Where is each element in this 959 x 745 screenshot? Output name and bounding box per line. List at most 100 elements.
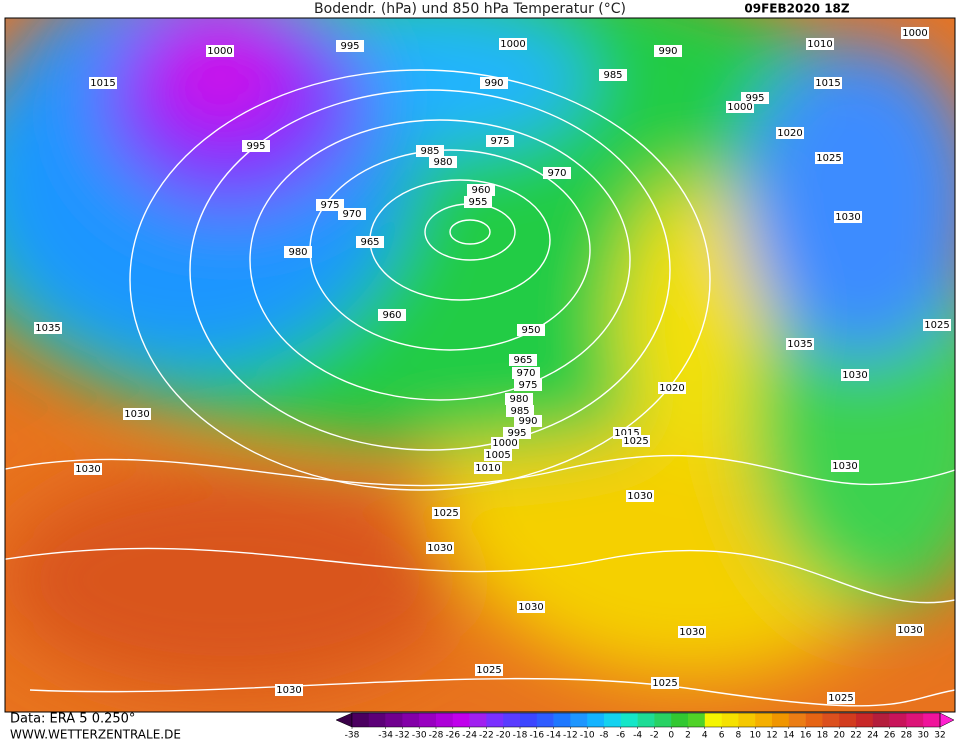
isobar-label-box bbox=[517, 601, 545, 613]
temperature-field bbox=[5, 18, 955, 690]
isobar-label: 1025 bbox=[433, 508, 458, 519]
colorbar-tick-label: -24 bbox=[462, 731, 477, 741]
isobar-label-box bbox=[599, 69, 627, 81]
colorbar-tick-label: 6 bbox=[719, 731, 725, 741]
isobar-label: 1010 bbox=[475, 463, 500, 474]
colorbar-bin bbox=[419, 713, 437, 727]
isobar-label: 1000 bbox=[902, 28, 927, 39]
colorbar-tick-label: -32 bbox=[395, 731, 410, 741]
colorbar-tick-label: 2 bbox=[685, 731, 691, 741]
isobar-label-box bbox=[74, 463, 102, 475]
isobar-label: 1030 bbox=[276, 685, 301, 696]
isobar-label-box bbox=[622, 435, 650, 447]
colorbar-bin bbox=[923, 713, 941, 727]
colorbar-tick-label: -22 bbox=[479, 731, 494, 741]
isobar-label-box bbox=[275, 684, 303, 696]
colorbar-tick-label: -6 bbox=[616, 731, 625, 741]
isobar-label: 1005 bbox=[485, 450, 510, 461]
colorbar-bin bbox=[587, 713, 605, 727]
isobar-label: 1035 bbox=[35, 323, 60, 334]
isobar-label: 1035 bbox=[787, 339, 812, 350]
isobar-label: 995 bbox=[745, 93, 764, 104]
isobar-label: 960 bbox=[471, 185, 490, 196]
isobar-label: 1030 bbox=[75, 464, 100, 475]
colorbar-bin bbox=[889, 713, 907, 727]
isobar-label: 960 bbox=[382, 310, 401, 321]
isobar-label-box bbox=[480, 77, 508, 89]
isobar-label-box bbox=[831, 460, 859, 472]
map-title: Bodendr. (hPa) und 850 hPa Temperatur (°… bbox=[314, 1, 626, 17]
map-frame bbox=[4, 17, 956, 713]
isobar-label: 1030 bbox=[842, 370, 867, 381]
colorbar-tick-label: -4 bbox=[633, 731, 642, 741]
colorbar-bin bbox=[906, 713, 924, 727]
isobar-label-box bbox=[786, 338, 814, 350]
isobar-label-box bbox=[484, 449, 512, 461]
isobar-label: 985 bbox=[420, 146, 439, 157]
isobar-label: 1010 bbox=[807, 39, 832, 50]
colorbar-tick-label: 8 bbox=[736, 731, 742, 741]
isobar-label: 1030 bbox=[679, 627, 704, 638]
colorbar-bin bbox=[520, 713, 538, 727]
isobars bbox=[5, 69, 955, 707]
isobar-label-box bbox=[543, 167, 571, 179]
isobar-label-box bbox=[726, 101, 754, 113]
isobar-label: 995 bbox=[507, 428, 526, 439]
isobar-label: 1000 bbox=[727, 102, 752, 113]
isobar-label-box bbox=[426, 542, 454, 554]
isobar-label-box bbox=[475, 664, 503, 676]
isobar-label-box bbox=[429, 156, 457, 168]
isobar-label: 970 bbox=[547, 168, 566, 179]
isobar-label: 1030 bbox=[627, 491, 652, 502]
isobar-label: 975 bbox=[320, 200, 339, 211]
colorbar-tick-label: 20 bbox=[833, 731, 845, 741]
isobar-label: 970 bbox=[516, 368, 535, 379]
colorbar-tick-label: -34 bbox=[378, 731, 393, 741]
colorbar-bin bbox=[553, 713, 571, 727]
isobar-label-box bbox=[901, 27, 929, 39]
website: WWW.WETTERZENTRALE.DE bbox=[10, 728, 181, 742]
isobar-label: 980 bbox=[288, 247, 307, 258]
isobar-label-box bbox=[242, 140, 270, 152]
isobar-label-box bbox=[651, 677, 679, 689]
colorbar-bin bbox=[385, 713, 403, 727]
colorbar-tick-label: 14 bbox=[783, 731, 795, 741]
colorbar-bin bbox=[570, 713, 588, 727]
colorbar-frame bbox=[351, 712, 941, 728]
colorbar-bin bbox=[805, 713, 823, 727]
isobar-label: 1025 bbox=[828, 693, 853, 704]
colorbar-bin bbox=[788, 713, 806, 727]
colorbar-bin bbox=[704, 713, 722, 727]
colorbar-bin bbox=[755, 713, 773, 727]
colorbar-bin bbox=[872, 713, 890, 727]
colorbar-tick-label: -10 bbox=[580, 731, 595, 741]
isobar-label-box bbox=[626, 490, 654, 502]
colorbar-tick-label: -26 bbox=[445, 731, 460, 741]
isobar-label: 975 bbox=[490, 136, 509, 147]
isobar-label: 1030 bbox=[832, 461, 857, 472]
isobar-label-box bbox=[123, 408, 151, 420]
colorbar-bin bbox=[536, 713, 554, 727]
colorbar-bin bbox=[436, 713, 454, 727]
colorbar-tick-label: 32 bbox=[934, 731, 945, 741]
colorbar-tick-label: 28 bbox=[901, 731, 913, 741]
map bbox=[5, 18, 955, 712]
colorbar-bin bbox=[452, 713, 470, 727]
isobar-label: 980 bbox=[433, 157, 452, 168]
isobar-label-box bbox=[284, 246, 312, 258]
isobar-label-box bbox=[486, 135, 514, 147]
isobar-label-box bbox=[378, 309, 406, 321]
colorbar-bin bbox=[503, 713, 521, 727]
isobar-label-box bbox=[923, 319, 951, 331]
colorbar-bin bbox=[688, 713, 706, 727]
colorbar-tick-label: 18 bbox=[817, 731, 829, 741]
colorbar-bin bbox=[822, 713, 840, 727]
colorbar-bin bbox=[671, 713, 689, 727]
colorbar-tick-label: -14 bbox=[546, 731, 561, 741]
isobar-label: 980 bbox=[509, 394, 528, 405]
colorbar-bin bbox=[368, 713, 386, 727]
isobar-label: 1025 bbox=[652, 678, 677, 689]
isobar-label: 1025 bbox=[816, 153, 841, 164]
isobar-label: 965 bbox=[360, 237, 379, 248]
